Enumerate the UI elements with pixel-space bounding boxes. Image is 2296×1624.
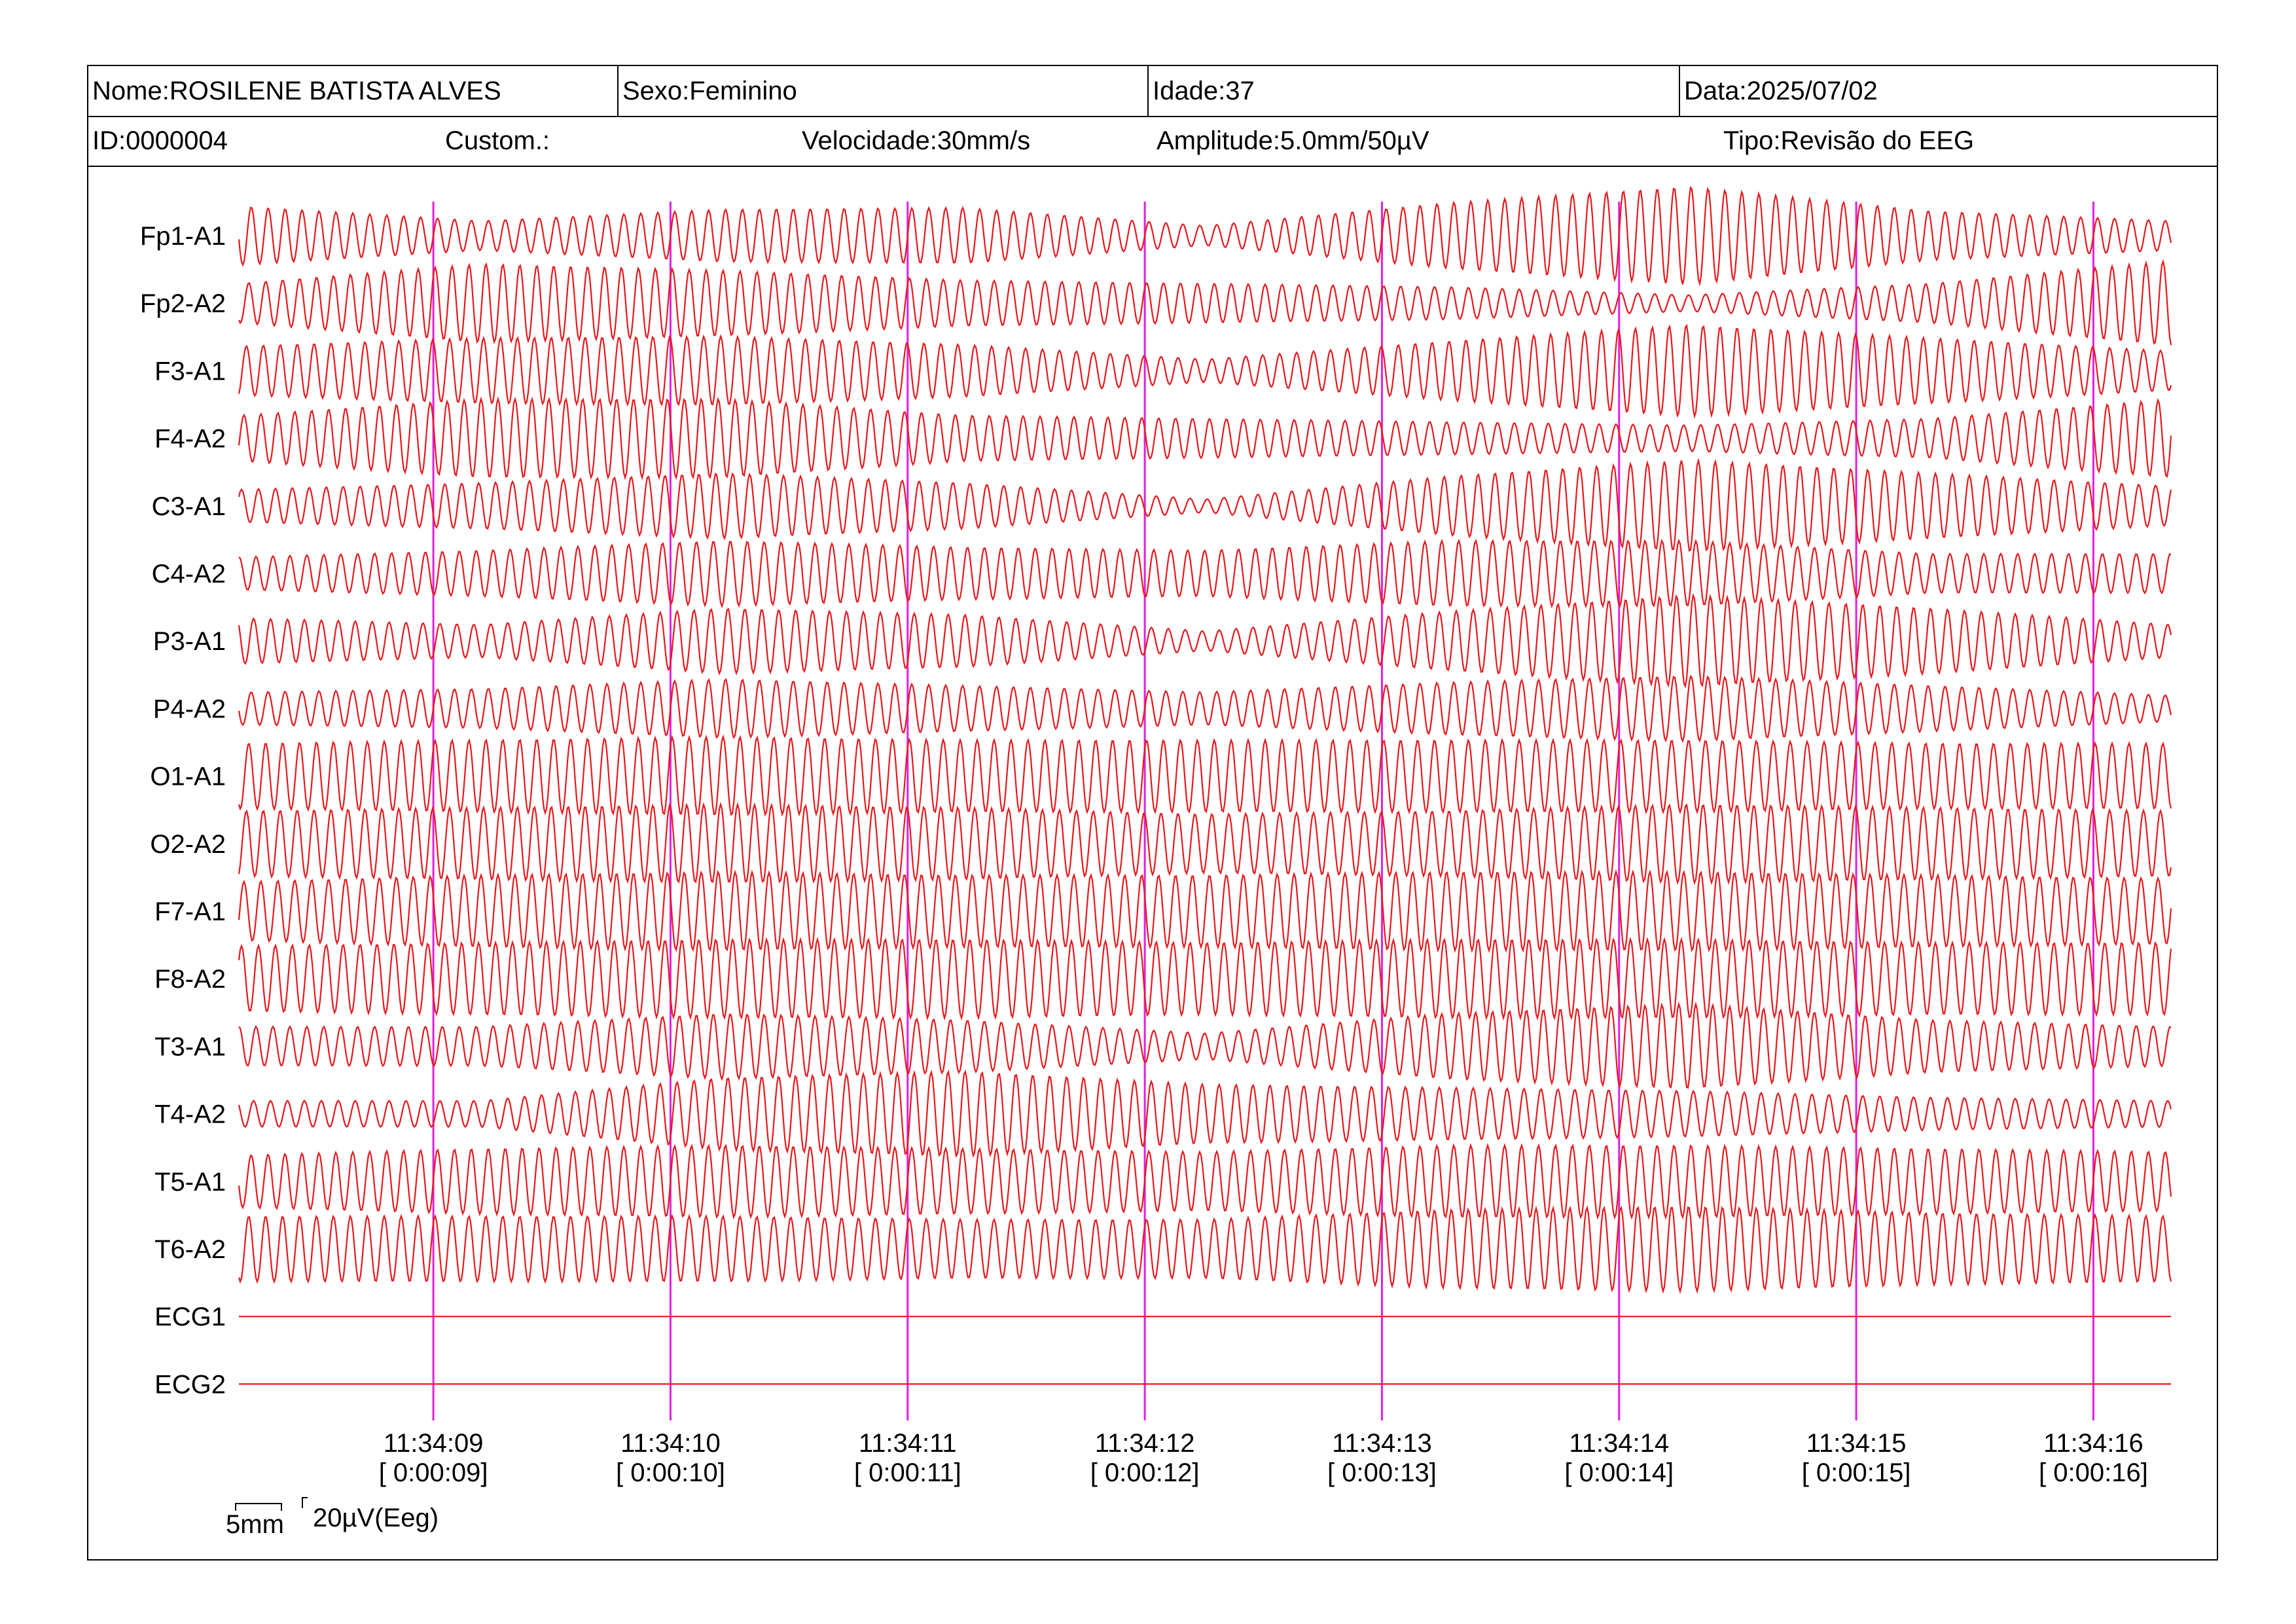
trace-fp1-a1 xyxy=(238,186,2172,287)
patient-id: ID:0000004 xyxy=(92,126,228,155)
trace-f8-a2 xyxy=(238,937,2172,1021)
review-type: Tipo:Revisão do EEG xyxy=(1723,126,1975,155)
time-label-2: 11:34:10 xyxy=(620,1429,721,1458)
trace-t6-a2 xyxy=(238,1205,2172,1295)
channel-label-t4-a2: T4-A2 xyxy=(154,1100,226,1129)
time-label-4: 11:34:12 xyxy=(1095,1429,1195,1458)
amplitude-scale-bracket xyxy=(302,1497,308,1508)
channel-label-f3-a1: F3-A1 xyxy=(154,357,226,386)
header-row-recording: ID:0000004 Custom.: Velocidade:30mm/s Am… xyxy=(88,116,2217,167)
patient-name: Nome:ROSILENE BATISTA ALVES xyxy=(92,77,501,105)
channel-label-p3-a1: P3-A1 xyxy=(153,627,226,656)
trace-c4-a2 xyxy=(238,538,2172,609)
channel-label-f8-a2: F8-A2 xyxy=(154,965,226,994)
amplitude-setting: Amplitude:5.0mm/50µV xyxy=(1157,126,1429,155)
channel-label-fp1-a1: Fp1-A1 xyxy=(140,222,226,251)
amplitude-scale-label: 20µV(Eeg) xyxy=(313,1504,439,1532)
trace-p3-a1 xyxy=(238,592,2172,689)
record-date: Data:2025/07/02 xyxy=(1679,66,2217,116)
channel-label-c4-a2: C4-A2 xyxy=(152,560,226,588)
trace-f4-a2 xyxy=(238,396,2172,480)
channel-label-t6-a2: T6-A2 xyxy=(154,1235,226,1264)
custom-field: Custom.: xyxy=(445,126,550,155)
channel-label-ecg1: ECG1 xyxy=(154,1303,226,1331)
time-scale-label: 5mm xyxy=(226,1510,284,1539)
time-label-6: 11:34:14 xyxy=(1569,1429,1669,1458)
time-label-5: 11:34:13 xyxy=(1332,1429,1432,1458)
report-sheet: Nome:ROSILENE BATISTA ALVES Sexo:Feminin… xyxy=(87,65,2218,1561)
elapsed-label-2: [ 0:00:10] xyxy=(616,1458,725,1487)
trace-o2-a2 xyxy=(238,801,2172,886)
patient-age: Idade:37 xyxy=(1147,66,1679,116)
channel-label-o2-a2: O2-A2 xyxy=(150,830,226,859)
channel-label-f4-a2: F4-A2 xyxy=(154,425,226,454)
channel-label-c3-a1: C3-A1 xyxy=(152,492,226,521)
channel-label-t3-a1: T3-A1 xyxy=(154,1032,226,1061)
elapsed-label-5: [ 0:00:13] xyxy=(1327,1458,1437,1487)
channel-label-o1-a1: O1-A1 xyxy=(150,763,226,791)
channel-label-f7-a1: F7-A1 xyxy=(154,897,226,926)
elapsed-label-4: [ 0:00:12] xyxy=(1090,1458,1200,1487)
elapsed-label-7: [ 0:00:15] xyxy=(1802,1458,1911,1487)
elapsed-label-1: [ 0:00:09] xyxy=(379,1458,488,1487)
channel-label-ecg2: ECG2 xyxy=(154,1370,226,1399)
trace-t3-a1 xyxy=(238,1001,2172,1089)
trace-p4-a2 xyxy=(238,675,2172,744)
trace-o1-a1 xyxy=(238,734,2172,817)
elapsed-label-8: [ 0:00:16] xyxy=(2039,1458,2148,1487)
time-label-1: 11:34:09 xyxy=(384,1429,484,1458)
trace-f7-a1 xyxy=(238,869,2172,953)
time-label-8: 11:34:16 xyxy=(2043,1429,2144,1458)
trace-t5-a1 xyxy=(238,1143,2172,1220)
speed-setting: Velocidade:30mm/s xyxy=(802,126,1031,155)
channel-label-fp2-a2: Fp2-A2 xyxy=(140,289,226,318)
channel-label-t5-a1: T5-A1 xyxy=(154,1168,226,1197)
time-label-3: 11:34:11 xyxy=(859,1429,957,1458)
patient-sex: Sexo:Feminino xyxy=(617,66,1147,116)
header-row-patient: Nome:ROSILENE BATISTA ALVES Sexo:Feminin… xyxy=(88,66,2217,117)
channel-label-p4-a2: P4-A2 xyxy=(153,695,226,723)
elapsed-label-3: [ 0:00:11] xyxy=(854,1458,961,1487)
time-label-7: 11:34:15 xyxy=(1806,1429,1907,1458)
trace-fp2-a2 xyxy=(238,259,2172,346)
time-scale-bar xyxy=(235,1503,282,1511)
elapsed-label-6: [ 0:00:14] xyxy=(1564,1458,1674,1487)
trace-t4-a2 xyxy=(238,1070,2172,1159)
trace-f3-a1 xyxy=(238,323,2172,419)
trace-c3-a1 xyxy=(238,458,2172,552)
